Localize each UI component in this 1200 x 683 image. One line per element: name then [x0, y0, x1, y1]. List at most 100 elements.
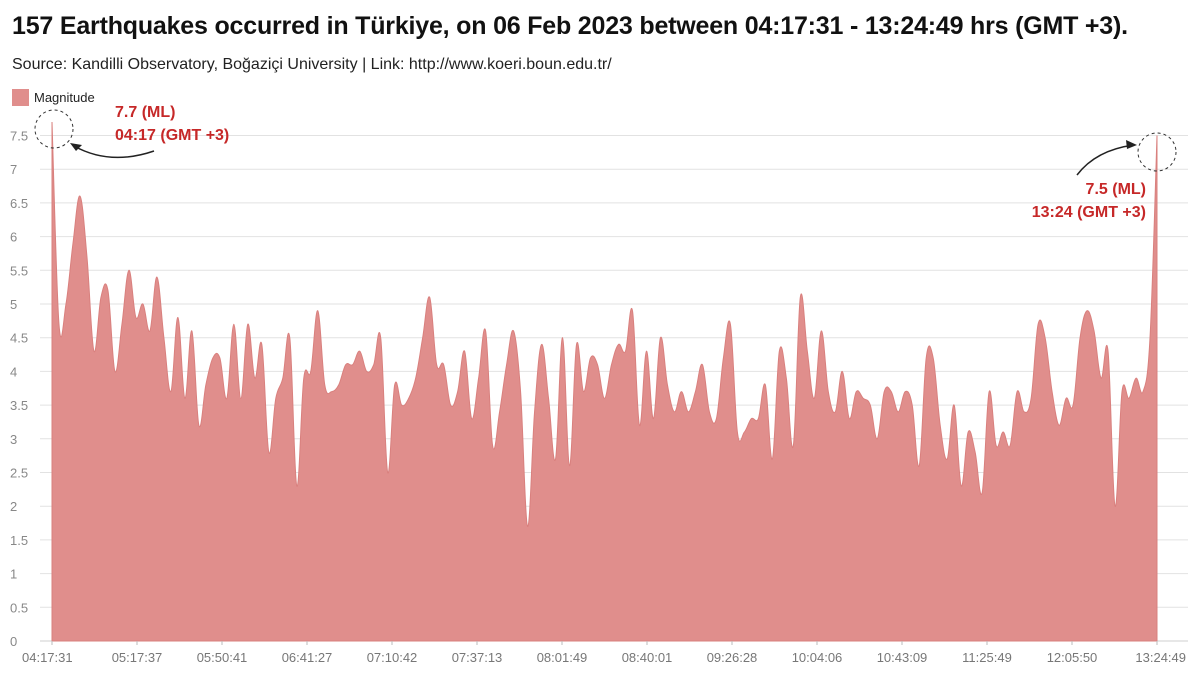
data-point: [135, 316, 137, 318]
data-point: [1142, 390, 1144, 392]
data-point: [771, 458, 773, 460]
x-tick-label: 08:40:01: [622, 650, 673, 665]
data-point: [897, 411, 899, 413]
y-tick-label: 0.5: [10, 600, 28, 615]
data-point: [1002, 431, 1004, 433]
data-point: [1016, 390, 1018, 392]
data-point: [918, 465, 920, 467]
data-point: [393, 384, 395, 386]
data-point: [219, 357, 221, 359]
data-point: [463, 350, 465, 352]
data-point: [1051, 390, 1053, 392]
data-point: [596, 363, 598, 365]
data-point: [904, 390, 906, 392]
data-point: [995, 444, 997, 446]
data-point: [624, 350, 626, 352]
data-point: [366, 370, 368, 372]
data-point: [575, 343, 577, 345]
data-point: [435, 363, 437, 365]
data-point: [666, 384, 668, 386]
data-point: [974, 451, 976, 453]
data-point: [806, 350, 808, 352]
data-point: [673, 411, 675, 413]
data-point: [932, 357, 934, 359]
x-tick-label: 12:05:50: [1047, 650, 1098, 665]
data-point: [156, 276, 158, 278]
data-point: [65, 303, 67, 305]
data-point: [813, 397, 815, 399]
chart-subtitle: Source: Kandilli Observatory, Boğaziçi U…: [12, 56, 612, 73]
data-point: [142, 303, 144, 305]
y-tick-label: 0: [10, 634, 17, 649]
data-point: [512, 330, 514, 332]
data-point: [1114, 505, 1116, 507]
annotation-magnitude-peak-1: 7.7 (ML): [115, 104, 175, 121]
y-tick-label: 7: [10, 162, 17, 177]
data-point: [631, 310, 633, 312]
annotation-arrow-peak-2: [1076, 144, 1135, 176]
x-tick-label: 06:41:27: [282, 650, 333, 665]
data-point: [163, 337, 165, 339]
data-point: [561, 337, 563, 339]
data-point: [247, 323, 249, 325]
data-point: [855, 390, 857, 392]
data-point: [121, 323, 123, 325]
chart-title: 157 Earthquakes occurred in Türkiye, on …: [12, 12, 1128, 40]
data-point: [1093, 330, 1095, 332]
data-point: [317, 310, 319, 312]
data-point: [820, 330, 822, 332]
data-point: [477, 377, 479, 379]
data-point: [58, 323, 60, 325]
data-point: [960, 485, 962, 487]
y-tick-label: 1.5: [10, 533, 28, 548]
annotation-circle-peak-2: [1137, 132, 1177, 172]
data-point: [205, 384, 207, 386]
data-point: [778, 350, 780, 352]
data-point: [1121, 390, 1123, 392]
data-point: [338, 384, 340, 386]
data-point: [428, 296, 430, 298]
data-point: [785, 377, 787, 379]
data-point: [261, 343, 263, 345]
data-point: [407, 397, 409, 399]
data-point: [519, 390, 521, 392]
data-point: [729, 323, 731, 325]
data-point: [184, 397, 186, 399]
data-point: [310, 370, 312, 372]
data-point: [981, 492, 983, 494]
data-point: [359, 350, 361, 352]
data-point: [946, 458, 948, 460]
data-point: [268, 451, 270, 453]
x-tick-label: 05:50:41: [197, 650, 248, 665]
data-point: [414, 377, 416, 379]
data-point: [645, 350, 647, 352]
data-point: [1023, 411, 1025, 413]
data-point: [652, 417, 654, 419]
x-tick-label: 08:01:49: [537, 650, 588, 665]
data-point: [687, 411, 689, 413]
data-point: [603, 397, 605, 399]
data-point: [442, 363, 444, 365]
data-point: [149, 330, 151, 332]
data-point: [212, 357, 214, 359]
data-point: [289, 337, 291, 339]
data-point: [373, 363, 375, 365]
data-point: [925, 357, 927, 359]
data-point: [1030, 397, 1032, 399]
data-point: [568, 465, 570, 467]
data-point: [1058, 424, 1060, 426]
data-point: [750, 417, 752, 419]
y-tick-label: 2.5: [10, 466, 28, 481]
data-point: [911, 404, 913, 406]
data-point: [170, 390, 172, 392]
data-point: [869, 404, 871, 406]
x-tick-label: 04:17:31: [22, 650, 73, 665]
data-point: [848, 417, 850, 419]
data-point: [282, 377, 284, 379]
data-point: [345, 363, 347, 365]
data-point: [967, 431, 969, 433]
data-point: [1100, 377, 1102, 379]
data-point: [540, 343, 542, 345]
x-tick-label: 11:25:49: [962, 650, 1012, 665]
